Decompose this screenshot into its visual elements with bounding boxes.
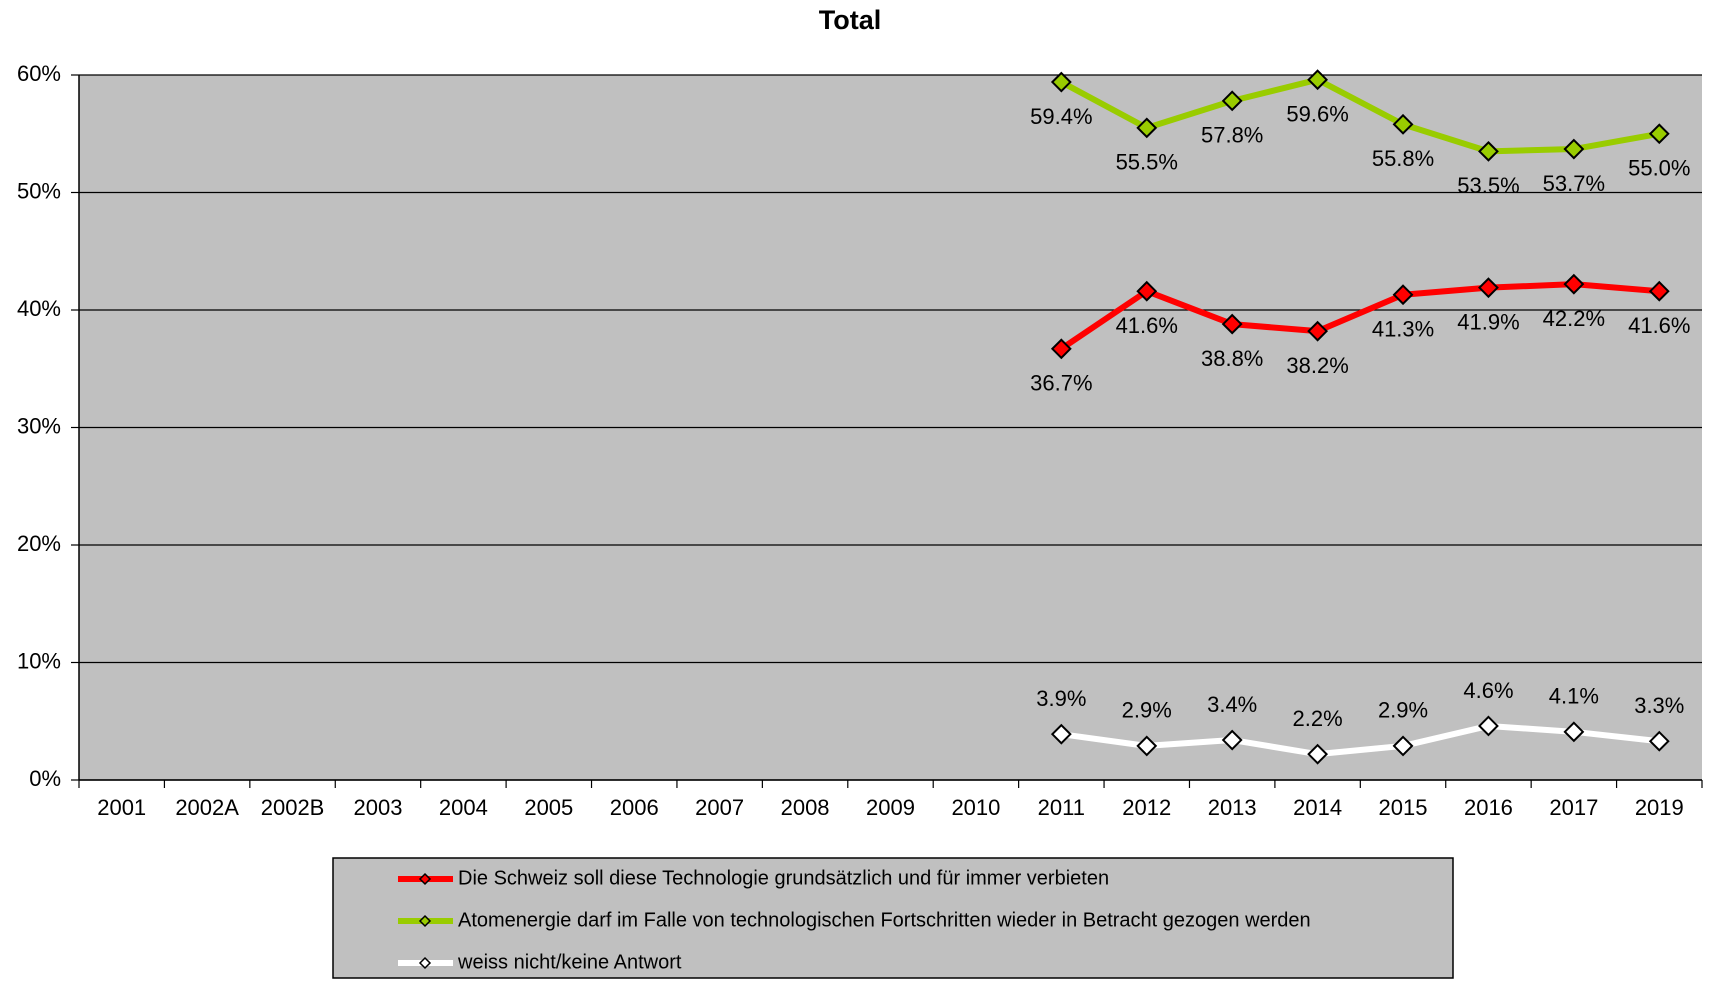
data-label: 4.1% xyxy=(1549,684,1599,709)
data-label: 59.4% xyxy=(1030,104,1092,129)
x-tick-label: 2006 xyxy=(610,795,659,820)
data-label: 53.5% xyxy=(1457,173,1519,198)
x-tick-label: 2015 xyxy=(1379,795,1428,820)
point-marker xyxy=(1307,69,1329,91)
chart-title: Total xyxy=(819,5,882,35)
legend-label: Die Schweiz soll diese Technologie grund… xyxy=(458,867,1109,889)
y-tick-label: 30% xyxy=(17,413,61,438)
y-tick-label: 60% xyxy=(17,61,61,86)
data-label: 55.8% xyxy=(1372,146,1434,171)
legend-box xyxy=(332,857,1454,979)
x-tick-label: 2016 xyxy=(1464,795,1513,820)
x-tick-label: 2007 xyxy=(695,795,744,820)
point-marker xyxy=(1392,113,1414,135)
data-label: 2.9% xyxy=(1122,698,1172,723)
point-marker xyxy=(1478,715,1499,737)
x-tick-label: 2019 xyxy=(1635,795,1684,820)
point-marker xyxy=(1648,280,1670,302)
point-marker xyxy=(1648,123,1670,145)
y-tick-label: 20% xyxy=(17,531,61,556)
data-label: 57.8% xyxy=(1201,123,1263,148)
data-label: 38.2% xyxy=(1286,353,1348,378)
point-marker xyxy=(1563,273,1585,295)
point-marker xyxy=(1478,277,1499,299)
data-label: 42.2% xyxy=(1543,306,1605,331)
point-marker xyxy=(1221,729,1243,751)
data-label: 4.6% xyxy=(1463,678,1513,703)
point-marker xyxy=(1221,90,1243,112)
legend-marker xyxy=(418,914,432,928)
point-marker xyxy=(1221,313,1243,335)
data-label: 53.7% xyxy=(1543,171,1605,196)
point-marker xyxy=(1050,338,1072,360)
data-label: 3.9% xyxy=(1036,686,1086,711)
x-tick-label: 2009 xyxy=(866,795,915,820)
legend-label: Atomenergie darf im Falle von technologi… xyxy=(458,909,1311,931)
y-tick-label: 10% xyxy=(17,648,61,673)
data-label: 2.2% xyxy=(1293,706,1343,731)
point-marker xyxy=(1050,71,1072,93)
series-line xyxy=(1059,76,1660,155)
data-label: 55.0% xyxy=(1628,156,1690,181)
x-tick-label: 2001 xyxy=(97,795,146,820)
legend-marker xyxy=(418,956,432,970)
point-marker xyxy=(1392,284,1414,306)
y-tick-label: 40% xyxy=(17,296,61,321)
data-label: 3.4% xyxy=(1207,692,1257,717)
data-label: 36.7% xyxy=(1030,371,1092,396)
x-tick-label: 2017 xyxy=(1549,795,1598,820)
series-line xyxy=(1059,281,1660,352)
x-tick-label: 2014 xyxy=(1293,795,1342,820)
x-tick-label: 2013 xyxy=(1208,795,1257,820)
x-tick-label: 2008 xyxy=(781,795,830,820)
x-tick-label: 2002B xyxy=(261,795,325,820)
point-marker xyxy=(1050,723,1072,745)
series-line xyxy=(1060,722,1660,758)
x-tick-label: 2010 xyxy=(951,795,1000,820)
y-tick-label: 0% xyxy=(29,766,61,791)
data-label: 41.6% xyxy=(1628,313,1690,338)
point-marker xyxy=(1648,730,1670,752)
point-marker xyxy=(1136,735,1158,757)
point-marker xyxy=(1307,743,1329,765)
x-tick-label: 2004 xyxy=(439,795,488,820)
point-marker xyxy=(1563,138,1585,160)
point-marker xyxy=(1563,721,1585,743)
point-marker xyxy=(1136,280,1158,302)
data-label: 59.6% xyxy=(1286,102,1348,127)
x-tick-label: 2005 xyxy=(524,795,573,820)
data-label: 2.9% xyxy=(1378,698,1428,723)
data-label: 41.3% xyxy=(1372,317,1434,342)
data-label: 41.9% xyxy=(1457,309,1519,334)
legend-marker xyxy=(418,872,432,886)
data-label: 41.6% xyxy=(1116,313,1178,338)
data-label: 55.5% xyxy=(1116,150,1178,175)
x-tick-label: 2012 xyxy=(1122,795,1171,820)
data-label: 38.8% xyxy=(1201,346,1263,371)
x-tick-label: 2003 xyxy=(353,795,402,820)
x-tick-label: 2011 xyxy=(1038,795,1085,820)
y-tick-label: 50% xyxy=(17,178,61,203)
point-marker xyxy=(1392,735,1414,757)
point-marker xyxy=(1136,117,1158,139)
data-label: 3.3% xyxy=(1634,693,1684,718)
x-tick-label: 2002A xyxy=(175,795,239,820)
legend-label: weiss nicht/keine Antwort xyxy=(457,951,682,973)
point-marker xyxy=(1307,320,1329,342)
point-marker xyxy=(1478,140,1499,162)
